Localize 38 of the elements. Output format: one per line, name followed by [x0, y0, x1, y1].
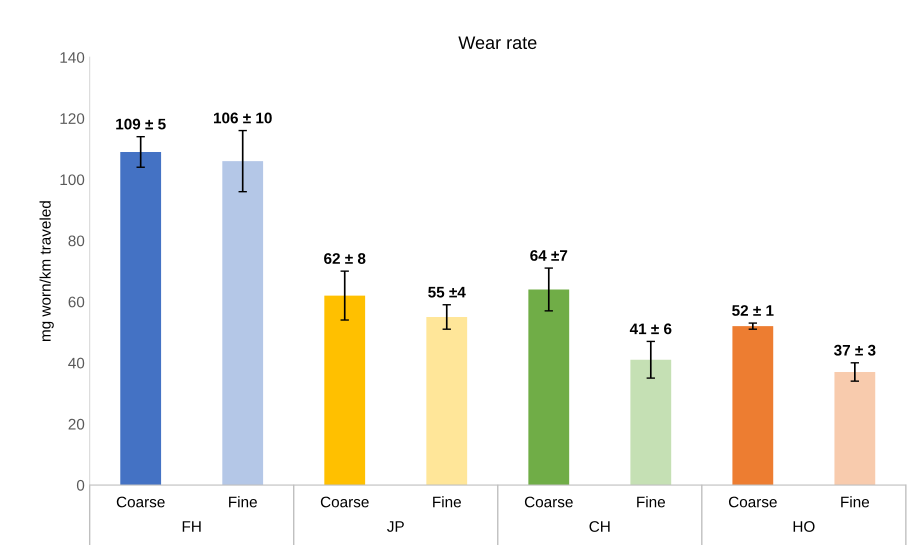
data-label: 64 ±7 — [530, 250, 568, 261]
bar — [222, 161, 264, 486]
y-tick-label: 40 — [68, 358, 84, 368]
text: FH — [182, 521, 201, 532]
data-label: 62 ± 8 — [324, 253, 366, 264]
x-tick-label: Fine — [229, 496, 257, 508]
bar — [732, 326, 774, 486]
bar — [120, 152, 162, 486]
text: HO — [794, 521, 815, 532]
data-label: 106 ± 10 — [214, 112, 272, 124]
x-tick-label: Coarse — [116, 496, 165, 508]
bar — [528, 289, 570, 486]
y-tick-label: 140 — [60, 52, 84, 63]
bar — [324, 296, 366, 486]
x-tick-label: Coarse — [524, 496, 573, 508]
x-tick-label: Fine — [433, 496, 461, 508]
y-tick-label: 120 — [60, 113, 84, 124]
text: JP — [387, 521, 404, 532]
x-tick-label: Coarse — [320, 496, 369, 508]
data-label: 41 ± 6 — [630, 323, 672, 334]
data-label: 55 ±4 — [428, 286, 466, 298]
bar — [426, 316, 468, 486]
y-tick-label: 80 — [68, 235, 84, 246]
y-tick-label: 60 — [68, 296, 84, 308]
y-tick-label: 20 — [68, 418, 84, 430]
y-axis-title: mg worn/km traveled — [40, 201, 54, 342]
x-tick-label: Fine — [841, 496, 870, 508]
y-tick-label: 0 — [76, 480, 84, 491]
data-label: 52 ± 1 — [732, 305, 774, 316]
y-tick-label: 100 — [60, 174, 84, 186]
bar — [834, 372, 876, 486]
x-tick-label: Coarse — [728, 496, 777, 508]
text: CH — [590, 521, 610, 532]
data-label: 109 ± 5 — [116, 118, 166, 130]
bar — [630, 360, 672, 486]
x-tick-label: Fine — [637, 496, 665, 508]
chart-title: Wear rate — [458, 36, 536, 50]
data-label: 37 ± 3 — [834, 344, 876, 356]
